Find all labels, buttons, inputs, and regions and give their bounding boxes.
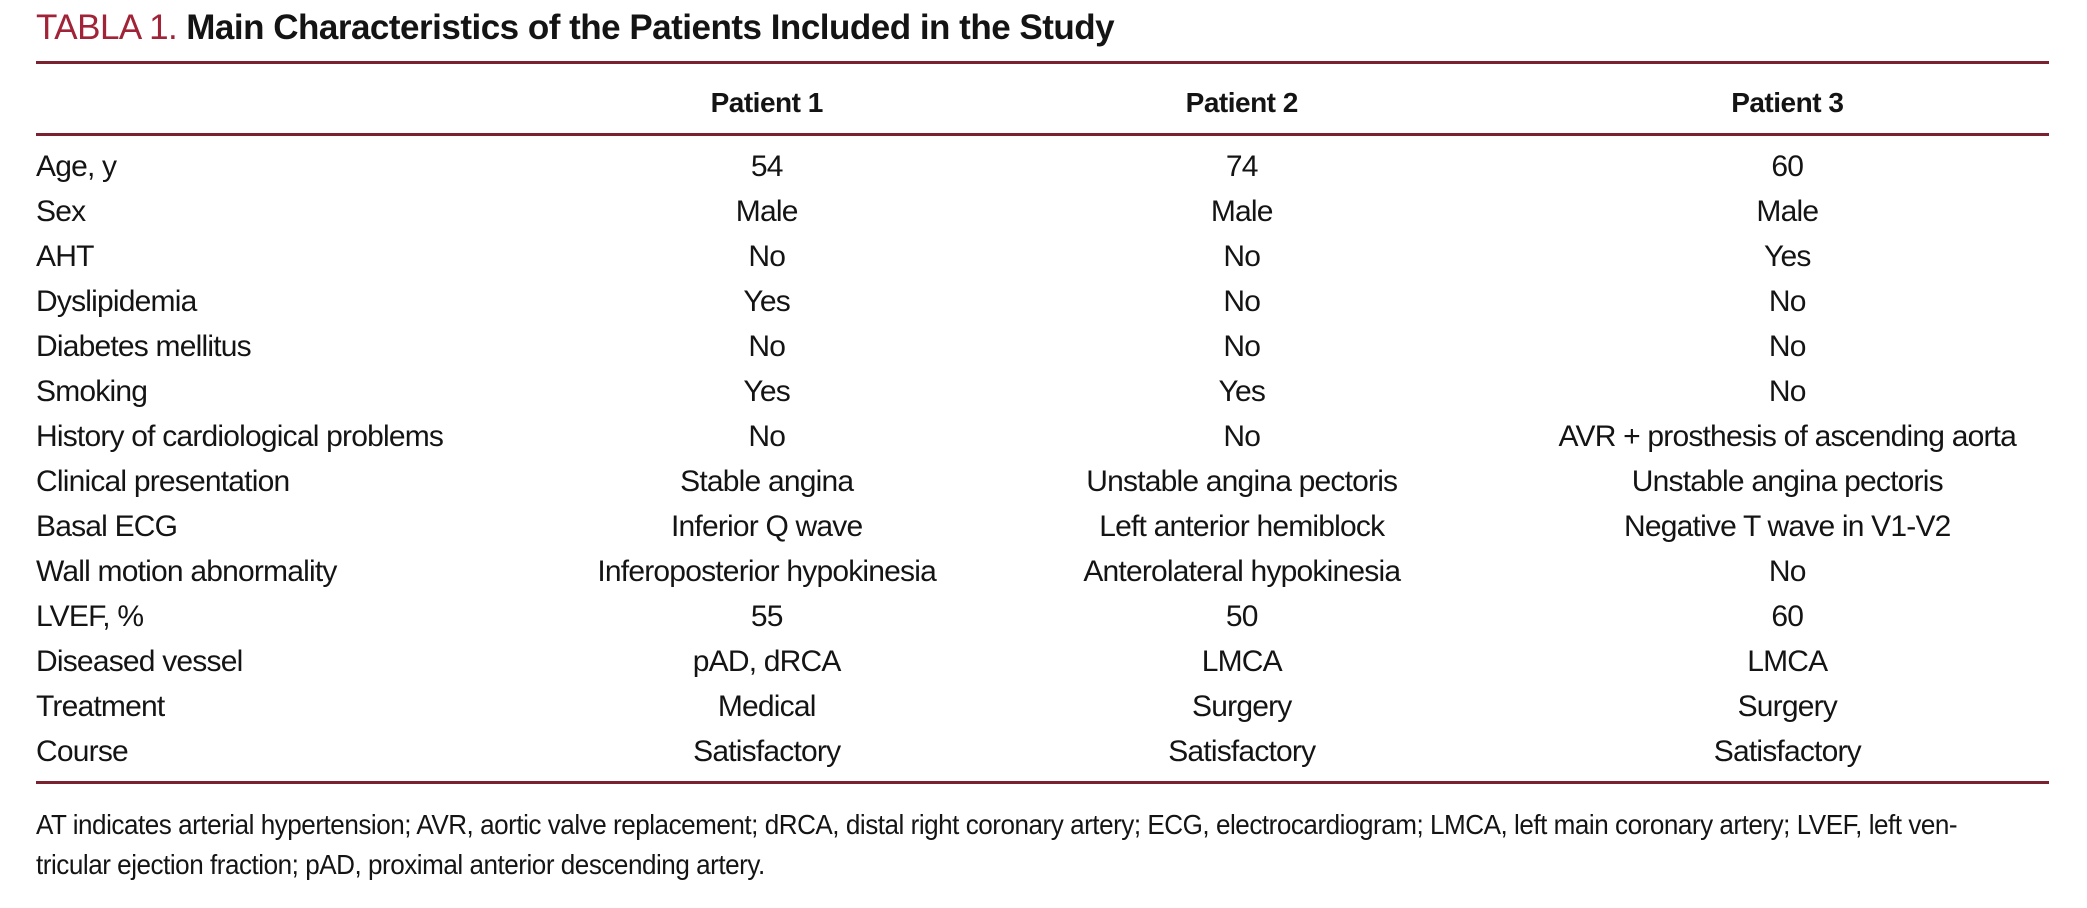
table-row: Age, y 54 74 60 — [36, 144, 2049, 189]
row-label: Treatment — [36, 689, 165, 723]
patient-3-value: Yes — [1764, 239, 1811, 273]
row-label: Age, y — [36, 149, 117, 183]
patient-1-value: 55 — [750, 599, 784, 633]
patient-2-value: Satisfactory — [1168, 734, 1316, 768]
patient-3-value: No — [1768, 329, 1807, 363]
row-label: AHT — [36, 239, 94, 273]
patient-2-value: No — [1223, 419, 1261, 453]
table-title-text: Main Characteristics of the Patients Inc… — [186, 8, 1115, 47]
patient-2-value: Left anterior hemiblock — [1099, 509, 1385, 543]
patient-1-value: 54 — [750, 149, 784, 183]
table-number-label: TABLA 1. — [36, 8, 178, 47]
patient-1-value: No — [748, 329, 786, 363]
patient-2-value: No — [1223, 284, 1261, 318]
table-row: AHT No No Yes — [36, 234, 2049, 279]
table-row: Diseased vessel pAD, dRCA LMCA LMCA — [36, 639, 2049, 684]
patient-1-value: Inferoposterior hypokinesia — [597, 554, 936, 588]
row-label: History of cardiological problems — [36, 419, 444, 453]
patient-3-value: Negative T wave in V1-V2 — [1624, 509, 1951, 543]
row-label: LVEF, % — [36, 599, 144, 633]
patient-2-value: Yes — [1218, 374, 1266, 408]
column-header-patient-1: Patient 1 — [575, 64, 958, 136]
table-row: Wall motion abnormality Inferoposterior h… — [36, 549, 2049, 594]
patient-2-value: LMCA — [1201, 644, 1283, 678]
patient-characteristics-table: Patient 1 Patient 2 Patient 3 Age, y 54 74… — [36, 64, 2049, 784]
row-label: Diabetes mellitus — [36, 329, 252, 363]
row-label: Diseased vessel — [36, 644, 243, 678]
table-row: History of cardiological problems No No AVR… — [36, 414, 2049, 459]
patient-3-value: No — [1768, 374, 1807, 408]
patient-1-value: pAD, dRCA — [692, 644, 842, 678]
patient-1-value: No — [748, 419, 786, 453]
patient-1-value: No — [748, 239, 786, 273]
table-row: Course Satisfactory Satisfactory Satisfacto… — [36, 729, 2049, 774]
row-label: Wall motion abnormality — [36, 554, 337, 588]
row-label: Course — [36, 734, 129, 768]
row-label: Smoking — [36, 374, 148, 408]
patient-3-value: No — [1768, 284, 1807, 318]
header-row: Patient 1 Patient 2 Patient 3 — [36, 64, 2049, 136]
row-label: Clinical presentation — [36, 464, 290, 498]
table-row: Basal ECG Inferior Q wave Left anterior he… — [36, 504, 2049, 549]
table-row: Clinical presentation Stable angina Unstab… — [36, 459, 2049, 504]
table-row: Sex Male Male Male — [36, 189, 2049, 234]
patient-2-value: Unstable angina pectoris — [1086, 464, 1398, 498]
table-row: Treatment Medical Surgery Surgery — [36, 684, 2049, 729]
column-header-patient-2: Patient 2 — [957, 64, 1526, 136]
patient-3-value: Male — [1756, 194, 1819, 228]
patient-3-value: No — [1768, 554, 1807, 588]
footnote-line-1: AT indicates arterial hypertension; AVR,… — [36, 808, 1958, 840]
patient-2-value: 50 — [1225, 599, 1259, 633]
patient-3-value: 60 — [1771, 149, 1804, 183]
footnote-line-2: tricular ejection fraction; pAD, proxima… — [36, 848, 765, 880]
table-body: Age, y 54 74 60 Sex Male Male Male AHT No No Yes Dys… — [36, 134, 2049, 782]
table-row: Dyslipidemia Yes No No — [36, 279, 2049, 324]
patient-1-value: Satisfactory — [693, 734, 841, 768]
row-label: Sex — [36, 194, 86, 228]
patient-1-value: Yes — [743, 284, 790, 318]
row-label: Dyslipidemia — [36, 284, 197, 318]
table-header: Patient 1 Patient 2 Patient 3 — [36, 64, 2049, 136]
patient-1-value: Male — [735, 194, 799, 228]
column-header-patient-3: Patient 3 — [1525, 64, 2049, 136]
table-title: TABLA 1. Main Characteristics of the Pati… — [36, 4, 2049, 64]
patient-3-value: Surgery — [1737, 689, 1838, 723]
patient-3-value: Satisfactory — [1713, 734, 1862, 768]
row-label: Basal ECG — [36, 509, 178, 543]
patient-3-value: 60 — [1771, 599, 1804, 633]
table-row: Diabetes mellitus No No No — [36, 324, 2049, 369]
row-header-spacer — [36, 64, 576, 136]
patient-3-value: Unstable angina pectoris — [1631, 464, 1944, 498]
table-row: Smoking Yes Yes No — [36, 369, 2049, 414]
patient-2-value: No — [1223, 239, 1261, 273]
patient-1-value: Medical — [717, 689, 817, 723]
patient-3-value: AVR + prosthesis of ascending aorta — [1558, 419, 2017, 453]
patient-1-value: Inferior Q wave — [670, 509, 863, 543]
patient-1-value: Stable angina — [680, 464, 854, 498]
patient-2-value: Anterolateral hypokinesia — [1083, 554, 1401, 588]
patient-2-value: No — [1223, 329, 1261, 363]
table-footnote: AT indicates arterial hypertension; AVR,… — [36, 805, 2049, 885]
patient-2-value: Male — [1210, 194, 1274, 228]
patient-2-value: 74 — [1225, 149, 1259, 183]
table-row: LVEF, % 55 50 60 — [36, 594, 2049, 639]
patient-1-value: Yes — [743, 374, 790, 408]
patient-3-value: LMCA — [1747, 644, 1828, 678]
patient-2-value: Surgery — [1192, 689, 1292, 723]
